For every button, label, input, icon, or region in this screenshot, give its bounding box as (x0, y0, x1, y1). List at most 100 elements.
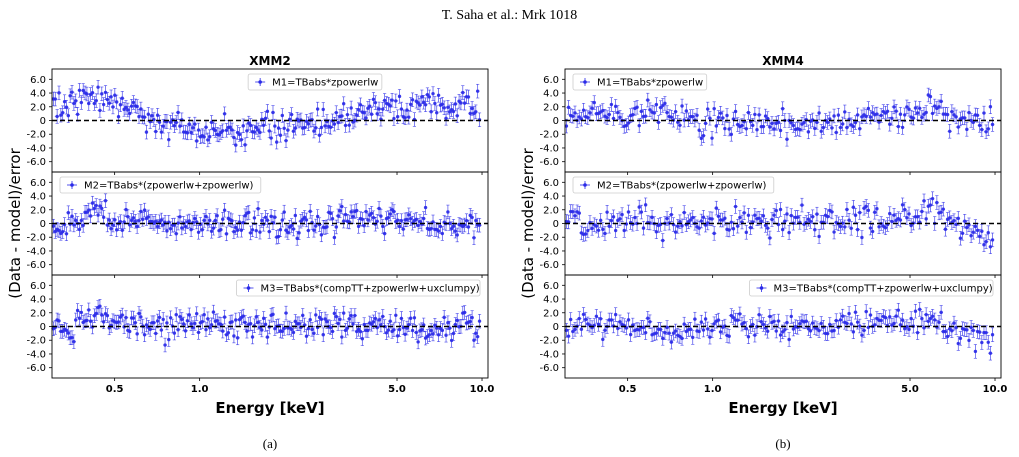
data-point (892, 105, 896, 109)
data-point (442, 106, 446, 110)
data-point (135, 332, 139, 336)
data-point (224, 232, 229, 236)
data-point (347, 317, 351, 321)
data-point (377, 318, 381, 322)
data-point (626, 121, 631, 125)
data-point (753, 112, 757, 117)
data-point (669, 115, 674, 119)
data-point (984, 130, 988, 134)
data-point (885, 109, 890, 114)
data-point (323, 317, 327, 321)
data-point (202, 313, 206, 317)
data-point (444, 116, 448, 120)
data-point (366, 218, 370, 222)
data-point (230, 128, 234, 132)
data-point (131, 316, 136, 320)
residual-panel-2: 6.0 4.0 2.0 0 -2.0 -4.0 -6.0 M2=TBabs*(zpowerlw… (26, 171, 489, 278)
data-point (302, 215, 307, 220)
y-tick-label: -6.0 (26, 363, 46, 374)
data-point (152, 117, 156, 122)
data-point (626, 210, 631, 214)
legend-label: M3=TBabs*(compTT+zpowerlw+uxclumpy) (261, 284, 480, 295)
data-point (284, 228, 288, 232)
data-point (120, 313, 124, 317)
y-tick-label: -2.0 (26, 336, 46, 347)
data-point (358, 329, 363, 334)
data-point (189, 322, 193, 326)
data-point (341, 311, 346, 315)
data-point (341, 219, 346, 223)
legend-box (247, 73, 383, 91)
data-point (468, 319, 472, 324)
legend: M3=TBabs*(compTT+zpowerlw+uxclumpy) (236, 279, 481, 297)
data-point (896, 124, 901, 129)
data-point (371, 320, 376, 324)
data-point (189, 227, 193, 232)
running-head: T. Saha et al.: Mrk 1018 (441, 8, 578, 23)
data-point (312, 129, 316, 133)
y-axis-label: (Data - model)/error (6, 147, 24, 298)
y-tick-label: 2.0 (30, 308, 46, 319)
data-point (592, 100, 596, 105)
data-point (890, 116, 894, 120)
data-point (254, 125, 258, 130)
data-point (791, 123, 796, 128)
data-point (159, 328, 164, 332)
data-point (289, 223, 294, 228)
data-point (639, 109, 644, 114)
data-point (397, 94, 402, 99)
data-point (744, 127, 748, 131)
data-point (232, 135, 236, 140)
data-point (200, 319, 204, 324)
data-point (61, 111, 65, 115)
data-point (282, 326, 286, 331)
data-point (163, 343, 167, 347)
data-point (464, 218, 469, 223)
data-point (137, 311, 141, 316)
data-point (340, 114, 344, 118)
chart-title: XMM2 (249, 54, 290, 68)
data-point (276, 126, 281, 130)
data-point (100, 313, 104, 317)
legend: M1=TBabs*zpowerlw (572, 73, 708, 91)
data-point (204, 125, 208, 129)
data-point (221, 129, 225, 133)
data-point (118, 219, 123, 224)
data-point (142, 333, 147, 337)
data-point (755, 128, 759, 132)
data-point (386, 328, 391, 332)
data-point (420, 95, 424, 99)
data-point (477, 223, 482, 227)
data-point (736, 122, 740, 127)
data-point (113, 218, 117, 222)
data-point (77, 88, 82, 92)
data-point (661, 103, 665, 108)
residual-panel-1: 6.0 4.0 2.0 0 -2.0 -4.0 -6.0 M1=TBabs*zpowerlw (539, 68, 1002, 175)
data-point (825, 120, 830, 125)
data-point (187, 122, 191, 126)
data-point (200, 228, 204, 232)
data-point (355, 208, 359, 213)
data-point (70, 90, 74, 94)
data-point (449, 338, 454, 343)
data-point (573, 111, 577, 115)
data-point (611, 116, 616, 121)
data-point (271, 110, 275, 115)
data-point (435, 326, 439, 330)
data-point (571, 114, 575, 118)
data-point (131, 216, 136, 220)
data-point (382, 98, 387, 103)
data-point (716, 115, 721, 120)
data-point (234, 225, 238, 230)
data-point (315, 107, 320, 111)
data-point (990, 122, 995, 127)
data-point (381, 314, 385, 319)
data-point (150, 114, 154, 118)
data-point (315, 214, 320, 219)
data-point (641, 226, 646, 230)
data-point (245, 329, 249, 333)
data-point (353, 313, 357, 318)
data-point (126, 215, 130, 219)
data-point (768, 125, 772, 129)
